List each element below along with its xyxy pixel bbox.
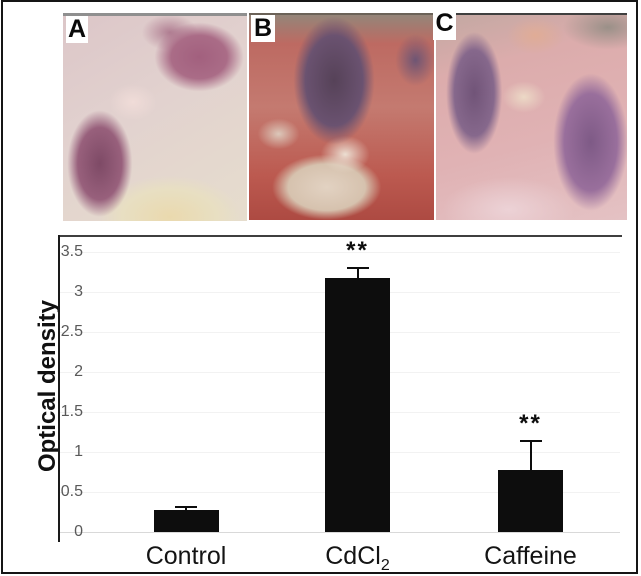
- photo-panel-c: [436, 13, 627, 220]
- category-label-text: Control: [145, 542, 227, 570]
- y-tick-label: 3: [74, 283, 83, 300]
- y-tick-label: 2: [74, 363, 83, 380]
- bar-control: [153, 510, 219, 532]
- bar-caffeine: [498, 469, 563, 532]
- significance-caffeine: **: [519, 409, 542, 437]
- y-tick-label: 1: [74, 443, 83, 460]
- panel-label-a: A: [66, 15, 88, 43]
- category-label-text: Caffeine: [484, 542, 577, 570]
- photo-panel-b: [249, 13, 434, 220]
- photo-panel-a: [63, 13, 247, 221]
- y-tick-label: 0.5: [60, 483, 83, 500]
- y-tick-label: 2.5: [60, 323, 83, 340]
- error-whisker-cdcl2: [356, 268, 359, 279]
- panel-label-c: C: [433, 3, 456, 40]
- category-label-control: Control: [101, 542, 271, 571]
- category-label-cdcl2: CdCl2: [273, 542, 443, 575]
- category-label-subscript: 2: [380, 557, 390, 574]
- y-axis-line: [58, 235, 60, 542]
- y-tick-label: 0: [74, 523, 83, 540]
- gridline-3.5: [59, 252, 620, 253]
- category-label-caffeine: Caffeine: [446, 542, 616, 571]
- gridline-0: [59, 532, 620, 533]
- bar-cdcl2: [325, 278, 390, 532]
- plot-top-border: [59, 235, 622, 237]
- error-cap-caffeine: [519, 439, 542, 442]
- error-whisker-caffeine: [529, 440, 532, 470]
- panel-label-b: B: [251, 15, 275, 42]
- error-whisker-control: [185, 507, 187, 511]
- error-cap-control: [175, 506, 197, 509]
- y-tick-label: 1.5: [60, 403, 83, 420]
- y-tick-label: 3.5: [60, 243, 83, 260]
- error-cap-cdcl2: [346, 267, 369, 269]
- significance-cdcl2: **: [346, 237, 369, 264]
- category-label-text: CdCl: [325, 542, 381, 570]
